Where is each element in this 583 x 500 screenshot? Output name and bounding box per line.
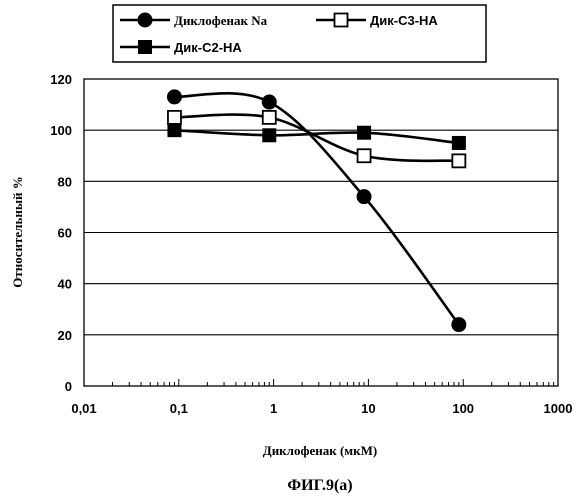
data-point-series-1: [452, 318, 466, 332]
y-tick-label: 0: [65, 379, 72, 394]
data-point-series-3: [168, 124, 181, 137]
y-axis-label: Относительный %: [10, 176, 25, 287]
y-tick-label: 120: [50, 72, 72, 87]
data-point-series-1: [167, 90, 181, 104]
legend-label: Диклофенак Na: [174, 13, 268, 28]
data-point-series-3: [452, 136, 465, 149]
data-point-series-2: [263, 111, 276, 124]
x-tick-label: 1000: [544, 401, 573, 416]
legend-label: Дик-C2-HA: [174, 40, 242, 55]
x-axis-label: Диклофенак (мкМ): [263, 443, 378, 458]
figure-caption: ФИГ.9(a): [287, 477, 352, 494]
data-point-series-2: [168, 111, 181, 124]
y-tick-label: 100: [50, 123, 72, 138]
data-point-series-2: [452, 154, 465, 167]
y-tick-label: 80: [58, 174, 72, 189]
y-tick-label: 60: [58, 226, 72, 241]
y-tick-label: 20: [58, 328, 72, 343]
legend-marker: [335, 14, 348, 27]
data-point-series-3: [358, 126, 371, 139]
x-tick-label: 10: [361, 401, 375, 416]
x-tick-label: 100: [452, 401, 474, 416]
legend-marker: [138, 13, 152, 27]
legend-label: Дик-C3-HA: [370, 13, 438, 28]
x-tick-label: 0,1: [170, 401, 188, 416]
x-tick-label: 0,01: [71, 401, 96, 416]
data-point-series-3: [263, 129, 276, 142]
data-point-series-1: [262, 95, 276, 109]
x-tick-label: 1: [270, 401, 277, 416]
data-point-series-1: [357, 190, 371, 204]
y-tick-label: 40: [58, 277, 72, 292]
legend-marker: [139, 41, 152, 54]
data-point-series-2: [358, 149, 371, 162]
